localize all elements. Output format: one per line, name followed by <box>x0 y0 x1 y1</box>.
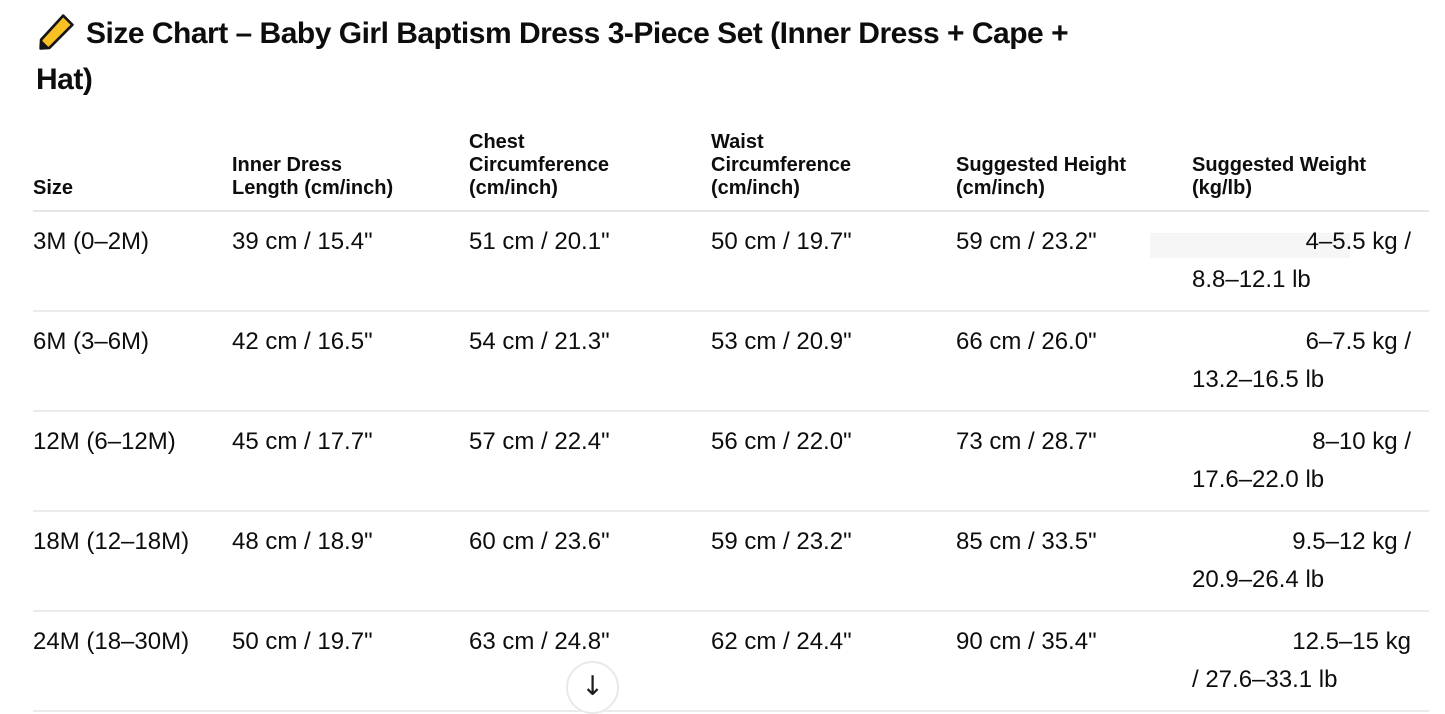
header-row: Size Inner Dress Length (cm/inch) Chest Ci… <box>33 123 1429 212</box>
cell-size: 12M (6–12M) <box>33 411 232 512</box>
table-row: 18M (12–18M) 48 cm / 18.9" 60 cm / 23.6"… <box>33 511 1429 612</box>
scroll-down-button[interactable]: ↓ <box>566 661 619 714</box>
column-header-waist-circumference: Waist Circumference (cm/inch) <box>711 123 956 212</box>
column-header-size: Size <box>33 123 232 212</box>
cell-size: 6M (3–6M) <box>33 311 232 412</box>
cell-waist: 62 cm / 24.4" <box>711 611 956 712</box>
cell-size: 3M (0–2M) <box>33 211 232 312</box>
page-title-line2: Hat) <box>36 63 93 96</box>
cell-height: 59 cm / 23.2" <box>956 211 1192 312</box>
cell-chest: 60 cm / 23.6" <box>469 511 711 612</box>
cell-height: 85 cm / 33.5" <box>956 511 1192 612</box>
cell-weight: 9.5–12 kg /20.9–26.4 lb <box>1192 511 1429 612</box>
cell-height: 66 cm / 26.0" <box>956 311 1192 412</box>
cell-waist: 50 cm / 19.7" <box>711 211 956 312</box>
page-title-line1: Size Chart – Baby Girl Baptism Dress 3-P… <box>86 17 1069 50</box>
column-header-suggested-weight: Suggested Weight (kg/lb) <box>1192 123 1429 212</box>
cell-size: 18M (12–18M) <box>33 511 232 612</box>
cell-inner-dress-length: 48 cm / 18.9" <box>232 511 469 612</box>
cell-inner-dress-length: 45 cm / 17.7" <box>232 411 469 512</box>
cell-size: 24M (18–30M) <box>33 611 232 712</box>
cell-height: 90 cm / 35.4" <box>956 611 1192 712</box>
table-row: 12M (6–12M) 45 cm / 17.7" 57 cm / 22.4" … <box>33 411 1429 512</box>
cell-chest: 54 cm / 21.3" <box>469 311 711 412</box>
cell-inner-dress-length: 39 cm / 15.4" <box>232 211 469 312</box>
size-chart-table: Size Inner Dress Length (cm/inch) Chest Ci… <box>33 123 1429 712</box>
cell-weight: 12.5–15 kg/ 27.6–33.1 lb <box>1192 611 1429 712</box>
cell-chest: 51 cm / 20.1" <box>469 211 711 312</box>
column-header-inner-dress-length: Inner Dress Length (cm/inch) <box>232 123 469 212</box>
cell-waist: 59 cm / 23.2" <box>711 511 956 612</box>
table-row: 3M (0–2M) 39 cm / 15.4" 51 cm / 20.1" 50… <box>33 211 1429 312</box>
pencil-icon <box>36 11 77 52</box>
cell-weight: 8–10 kg /17.6–22.0 lb <box>1192 411 1429 512</box>
cell-weight: 6–7.5 kg /13.2–16.5 lb <box>1192 311 1429 412</box>
cell-inner-dress-length: 42 cm / 16.5" <box>232 311 469 412</box>
cell-waist: 53 cm / 20.9" <box>711 311 956 412</box>
table-row: 24M (18–30M) 50 cm / 19.7" 63 cm / 24.8"… <box>33 611 1429 712</box>
cell-waist: 56 cm / 22.0" <box>711 411 956 512</box>
cell-chest: 57 cm / 22.4" <box>469 411 711 512</box>
column-header-suggested-height: Suggested Height (cm/inch) <box>956 123 1192 212</box>
page-title: Size Chart – Baby Girl Baptism Dress 3-P… <box>36 11 1166 103</box>
cell-weight: 4–5.5 kg /8.8–12.1 lb <box>1192 211 1429 312</box>
cell-inner-dress-length: 50 cm / 19.7" <box>232 611 469 712</box>
cell-height: 73 cm / 28.7" <box>956 411 1192 512</box>
table-row: 6M (3–6M) 42 cm / 16.5" 54 cm / 21.3" 53… <box>33 311 1429 412</box>
down-arrow-icon: ↓ <box>581 671 604 702</box>
column-header-chest-circumference: Chest Circumference (cm/inch) <box>469 123 711 212</box>
